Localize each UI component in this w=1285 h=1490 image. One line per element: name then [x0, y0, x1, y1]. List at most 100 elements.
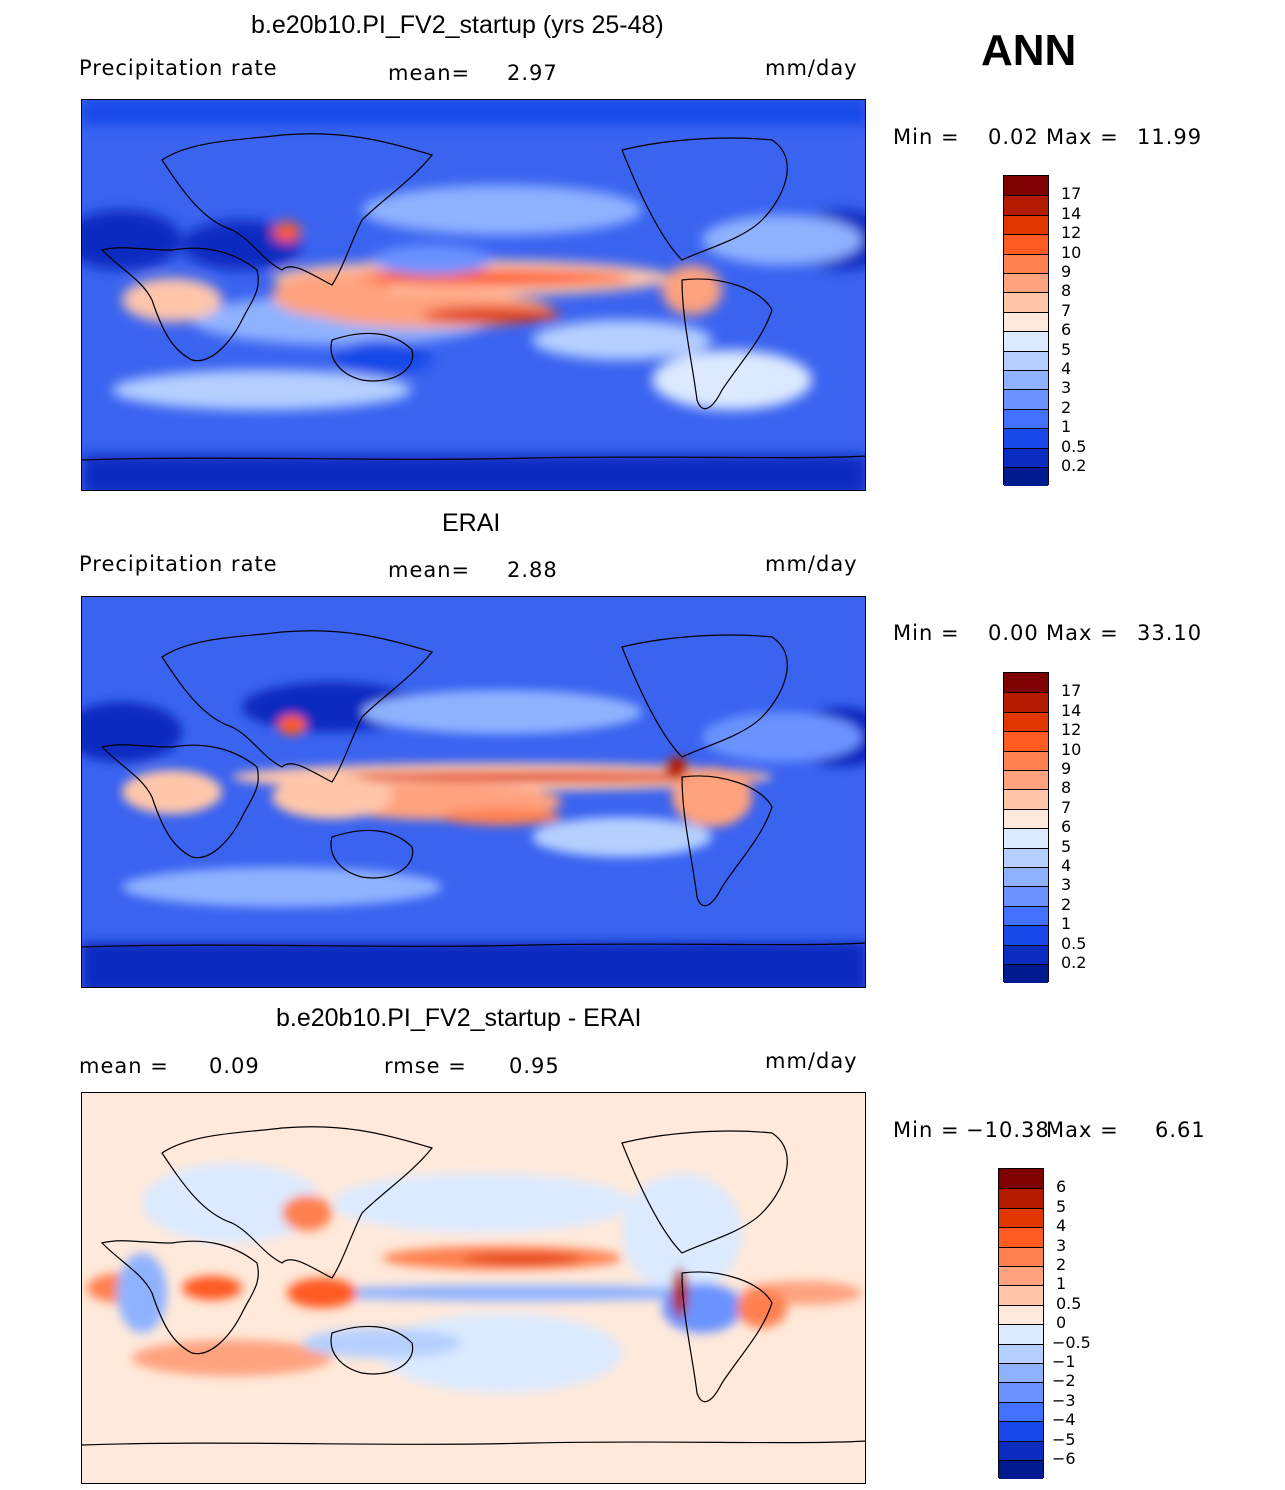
- colorbar-tick-label: 14: [1061, 700, 1082, 720]
- colorbar-tick-label: 12: [1061, 223, 1082, 243]
- colorbar-segment: [999, 1343, 1043, 1363]
- colorbar-tick-label: 1: [1056, 1274, 1067, 1294]
- colorbar-segment: [1004, 808, 1048, 829]
- colorbar-segment: [999, 1363, 1043, 1383]
- colorbar-segment: [1004, 350, 1048, 370]
- colorbar-box: [1003, 175, 1049, 487]
- colorbar-tick-label: 4: [1056, 1216, 1067, 1236]
- colorbar-tick-label: −4: [1052, 1410, 1076, 1430]
- panel-model-variable-label: Precipitation rate: [79, 56, 278, 80]
- colorbar-segment: [1004, 253, 1048, 273]
- colorbar-segment: [1004, 750, 1048, 770]
- panel-diff-rmse-value: 0.95: [509, 1054, 560, 1078]
- panel-model-map: [81, 99, 866, 491]
- coastlines: [82, 133, 865, 461]
- colorbar-segment: [1004, 692, 1048, 712]
- panel-diff-mean-label: mean =: [79, 1054, 169, 1078]
- colorbar-tick-label: 7: [1061, 797, 1072, 817]
- panel-obs-map: [81, 596, 866, 988]
- colorbar-tick-label: 4: [1061, 856, 1072, 875]
- colorbar-tick-label: 14: [1061, 203, 1082, 223]
- colorbar-segment: [1004, 925, 1048, 945]
- colorbar-segment: [1004, 389, 1048, 409]
- colorbar-segment: [999, 1304, 1043, 1325]
- colorbar-segment: [999, 1207, 1043, 1228]
- panel-obs-variable-label: Precipitation rate: [79, 552, 278, 576]
- colorbar-segment: [1004, 467, 1048, 487]
- panel-diff-title: b.e20b10.PI_FV2_startup - ERAI: [276, 1004, 642, 1032]
- panel-diff-map: [81, 1092, 866, 1484]
- panel-diff-min-value: −10.38: [966, 1118, 1050, 1142]
- season-label: ANN: [981, 26, 1077, 75]
- colorbar-tick-label: 12: [1061, 720, 1082, 740]
- colorbar-tick-label: 9: [1061, 262, 1072, 281]
- colorbar-segment: [1004, 828, 1048, 848]
- panel-diff-max-value: 6.61: [1155, 1118, 1206, 1142]
- colorbar-segment: [1004, 331, 1048, 351]
- colorbar-segment: [999, 1440, 1043, 1460]
- colorbar-segment: [999, 1227, 1043, 1247]
- colorbar-segment: [999, 1401, 1043, 1422]
- colorbar-tick-label: −3: [1052, 1390, 1076, 1410]
- panel-obs-mean-label: mean=: [388, 558, 471, 582]
- colorbar-tick-label: 3: [1056, 1235, 1067, 1255]
- colorbar-tick-label: 10: [1061, 739, 1082, 759]
- coastlines: [82, 1126, 865, 1446]
- coastlines: [82, 630, 865, 948]
- colorbar-tick-label: −1: [1052, 1352, 1076, 1371]
- model-precip-field: [82, 100, 865, 490]
- panel-diff-max-label: Max =: [1046, 1118, 1119, 1142]
- colorbar-tick-label: −5: [1052, 1429, 1076, 1449]
- panel-obs-units: mm/day: [765, 552, 858, 576]
- colorbar-segment: [999, 1169, 1043, 1189]
- colorbar-tick-label: 0.5: [1061, 436, 1087, 456]
- panel-obs-mean-value: 2.88: [507, 558, 558, 582]
- colorbar-tick-label: 7: [1061, 300, 1072, 320]
- panel-model-units: mm/day: [765, 56, 858, 80]
- panel-model-min-label: Min =: [893, 125, 960, 149]
- colorbar-tick-label: 8: [1061, 281, 1072, 301]
- colorbar-tick-label: 1: [1061, 914, 1072, 934]
- colorbar-segment: [999, 1382, 1043, 1402]
- panel-model-title: b.e20b10.PI_FV2_startup (yrs 25-48): [251, 11, 664, 39]
- colorbar-tick-label: 6: [1056, 1177, 1067, 1197]
- panel-diff-mean-value: 0.09: [209, 1054, 260, 1078]
- obs-precip-field: [82, 597, 865, 987]
- colorbar-tick-label: 0.5: [1056, 1293, 1082, 1313]
- colorbar-segment: [1004, 273, 1048, 293]
- colorbar-tick-label: 2: [1061, 397, 1072, 417]
- colorbar-segment: [1004, 731, 1048, 751]
- panel-model-mean-value: 2.97: [507, 61, 558, 85]
- colorbar-tick-label: 1: [1061, 417, 1072, 437]
- colorbar-segment: [1004, 214, 1048, 235]
- colorbar-tick-label: 5: [1061, 339, 1072, 359]
- colorbar-box: [1003, 672, 1049, 984]
- colorbar-tick-label: 3: [1061, 378, 1072, 398]
- colorbar-segment: [999, 1460, 1043, 1480]
- colorbar-segment: [999, 1421, 1043, 1441]
- panel-obs-max-label: Max =: [1046, 621, 1119, 645]
- panel-diff-rmse-label: rmse =: [384, 1054, 467, 1078]
- colorbar-segment: [1004, 711, 1048, 732]
- colorbar-segment: [1004, 847, 1048, 867]
- colorbar-segment: [1004, 886, 1048, 906]
- colorbar-segment: [1004, 447, 1048, 467]
- colorbar-tick-label: 5: [1056, 1196, 1067, 1216]
- colorbar-tick-label: −2: [1052, 1371, 1076, 1391]
- colorbar-tick-label: 2: [1061, 894, 1072, 914]
- colorbar-segment: [1004, 905, 1048, 926]
- colorbar-tick-label: 17: [1061, 184, 1082, 204]
- colorbar-tick-label: 8: [1061, 778, 1072, 798]
- colorbar-tick-label: 6: [1061, 320, 1072, 340]
- colorbar-box: [998, 1168, 1044, 1480]
- colorbar-tick-label: 0.2: [1061, 456, 1087, 475]
- colorbar-tick-label: −6: [1052, 1449, 1076, 1468]
- colorbar-tick-label: 0: [1056, 1313, 1067, 1333]
- colorbar-tick-label: 0.2: [1061, 953, 1087, 972]
- colorbar-segment: [1004, 234, 1048, 254]
- colorbar-segment: [1004, 964, 1048, 984]
- colorbar-segment: [999, 1246, 1043, 1266]
- colorbar-tick-label: 17: [1061, 681, 1082, 701]
- colorbar-segment: [1004, 867, 1048, 887]
- panel-model-min-value: 0.02: [988, 125, 1039, 149]
